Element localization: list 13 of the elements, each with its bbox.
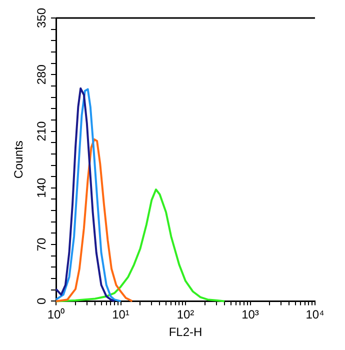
x-tick-label: 10⁴: [306, 308, 324, 322]
y-tick-label: 0: [34, 298, 48, 305]
y-tick-label: 280: [34, 64, 48, 85]
x-tick-label: 10²: [176, 308, 194, 322]
x-tick-label: 10¹: [112, 308, 130, 322]
x-tick-label: 10³: [242, 308, 259, 322]
y-axis-title: Counts: [12, 140, 26, 179]
y-tick-label: 70: [34, 238, 48, 252]
x-axis-title: FL2-H: [168, 325, 202, 340]
y-tick-label: 210: [34, 120, 48, 142]
y-tick-label: 350: [34, 8, 48, 28]
x-tick-label: 10⁰: [47, 308, 65, 322]
y-tick-label: 140: [34, 178, 48, 198]
